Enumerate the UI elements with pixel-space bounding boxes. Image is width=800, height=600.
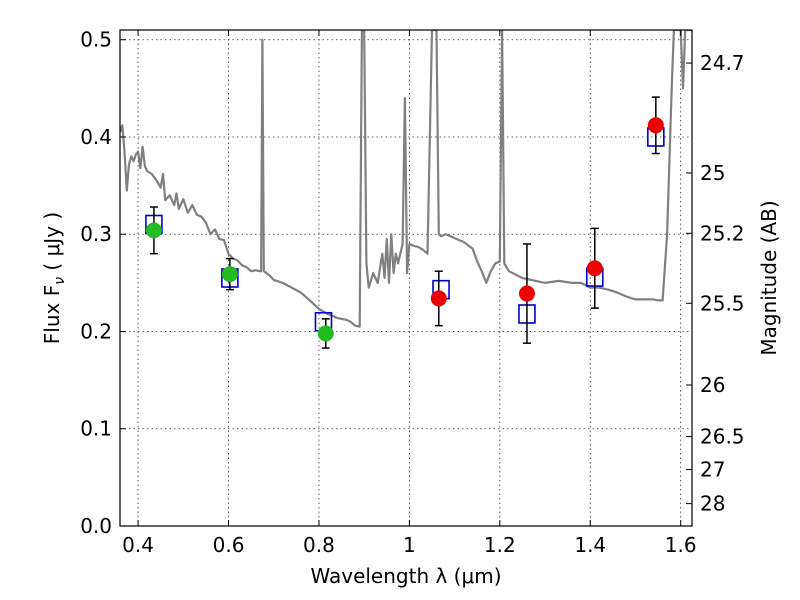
- right-tick-label: 25: [700, 161, 725, 185]
- right-tick-label: 24.7: [700, 51, 745, 75]
- y-tick-label: 0.2: [80, 319, 112, 343]
- x-tick-label: 0.8: [303, 533, 335, 557]
- data-point: [145, 222, 162, 239]
- right-tick-label: 27: [700, 458, 725, 482]
- data-point: [317, 325, 334, 342]
- x-tick-label: 1.6: [665, 533, 697, 557]
- y-tick-label: 0.1: [80, 417, 112, 441]
- right-tick-label: 26: [700, 373, 725, 397]
- y-tick-label: 0.0: [80, 514, 112, 538]
- y-tick-label: 0.5: [80, 28, 112, 52]
- y-tick-label: 0.3: [80, 222, 112, 246]
- y-tick-label: 0.4: [80, 125, 112, 149]
- data-point: [430, 290, 447, 307]
- y-axis-label: Flux Fν ( μJy ): [40, 212, 68, 344]
- data-point: [586, 260, 603, 277]
- data-point: [518, 285, 535, 302]
- plot-area: [120, 30, 692, 349]
- data-point: [221, 266, 238, 283]
- x-tick-label: 0.6: [213, 533, 245, 557]
- right-tick-label: 25.5: [700, 291, 745, 315]
- right-tick-label: 25.2: [700, 221, 745, 245]
- y-axis-label-right: Magnitude (AB): [757, 200, 781, 355]
- x-axis-label: Wavelength λ (μm): [310, 564, 501, 588]
- x-tick-label: 1.4: [574, 533, 606, 557]
- x-tick-label: 1: [403, 533, 416, 557]
- y-axis-label-group: Flux Fν ( μJy ): [40, 212, 68, 344]
- spectrum-line: [120, 30, 692, 328]
- right-tick-label: 26.5: [700, 425, 745, 449]
- x-tick-label: 0.4: [122, 533, 154, 557]
- data-point: [647, 117, 664, 134]
- axes: 0.4 0.6 0.8 1 1.2 1.4 1.6 0.0 0.1 0.2 0.3 0.4 0.5 24.…: [80, 28, 744, 557]
- plot-frame: [119, 29, 693, 527]
- x-tick-label: 1.2: [484, 533, 516, 557]
- right-tick-label: 28: [700, 492, 725, 516]
